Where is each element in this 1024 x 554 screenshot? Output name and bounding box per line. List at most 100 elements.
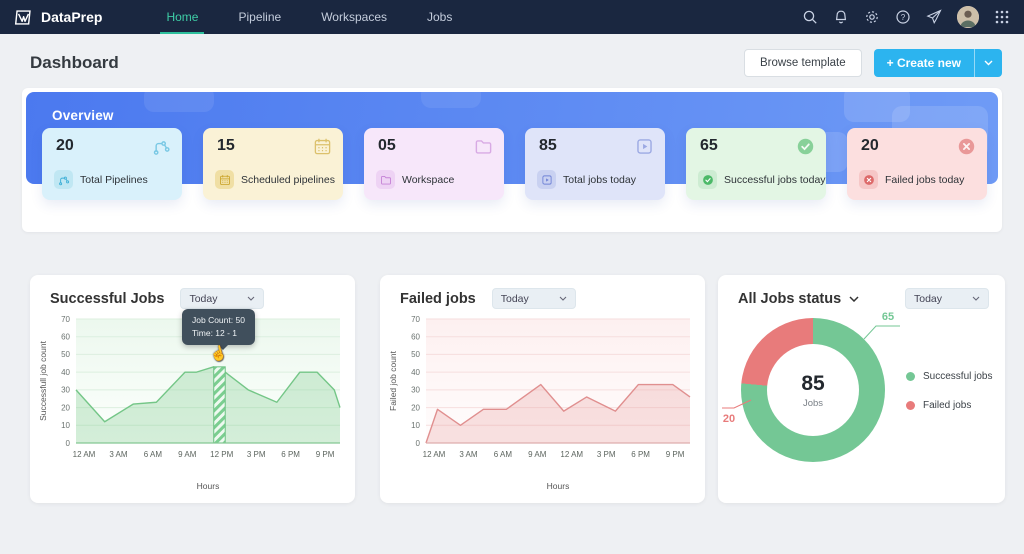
- play-square-icon: [635, 137, 654, 156]
- help-icon[interactable]: ?: [895, 9, 911, 25]
- legend-label: Successful jobs: [923, 371, 993, 382]
- jobs-status-donut-chart[interactable]: 85 Jobs: [741, 318, 885, 462]
- banner-decor-shape: [144, 92, 214, 112]
- svg-text:40: 40: [411, 368, 420, 377]
- legend-label: Failed jobs: [923, 400, 972, 411]
- failed-jobs-chart[interactable]: 0 10 20 30 40 50 60 70 12 AM 3 AM 6 AM 9 AM 12 AM 3 P…: [386, 313, 698, 502]
- successful-jobs-filter-dropdown[interactable]: Today: [180, 288, 265, 309]
- stat-value: 85: [539, 137, 557, 154]
- svg-text:70: 70: [61, 315, 70, 324]
- failed-jobs-header: Failed jobs Today: [380, 275, 705, 309]
- nav-link-jobs[interactable]: Jobs: [427, 10, 453, 24]
- successful-jobs-title: Successful Jobs: [50, 290, 165, 307]
- stat-cards-row: 20 Total Pipelines 15 Scheduled pipelines 05…: [42, 128, 987, 200]
- chart-tooltip: Job Count: 50 Time: 12 - 1: [182, 309, 255, 351]
- legend-dot: [906, 372, 915, 381]
- svg-text:0: 0: [66, 439, 71, 448]
- send-icon[interactable]: [926, 9, 942, 25]
- create-new-button[interactable]: + Create new: [873, 49, 1002, 77]
- svg-text:Hours: Hours: [197, 481, 220, 491]
- stat-card-total-jobs-today: 85 Total jobs today: [525, 128, 665, 200]
- search-icon[interactable]: [802, 9, 818, 25]
- stat-label: Scheduled pipelines: [241, 173, 335, 186]
- svg-text:40: 40: [61, 368, 70, 377]
- chevron-down-icon: [849, 295, 859, 302]
- svg-text:50: 50: [61, 350, 70, 359]
- stat-card-workspace: 05 Workspace: [364, 128, 504, 200]
- all-jobs-status-filter-dropdown[interactable]: Today: [905, 288, 989, 309]
- failed-jobs-filter-dropdown[interactable]: Today: [491, 288, 576, 309]
- calendar-badge-icon: [215, 170, 234, 189]
- svg-text:9 PM: 9 PM: [316, 450, 335, 459]
- folder-badge-icon: [376, 170, 395, 189]
- settings-icon[interactable]: [864, 9, 880, 25]
- stat-footer: Scheduled pipelines: [215, 170, 335, 189]
- overview-title: Overview: [52, 108, 114, 123]
- svg-text:0: 0: [416, 439, 421, 448]
- svg-text:Hours: Hours: [547, 481, 570, 491]
- svg-text:9 AM: 9 AM: [178, 450, 197, 459]
- stat-footer: Failed jobs today: [859, 170, 964, 189]
- svg-text:30: 30: [411, 386, 420, 395]
- chevron-down-icon: [972, 296, 980, 301]
- tooltip-line-2: Time: 12 - 1: [192, 328, 238, 339]
- x-circle-badge-icon: [859, 170, 878, 189]
- svg-text:6 PM: 6 PM: [281, 450, 300, 459]
- stat-footer: Successful jobs today: [698, 170, 826, 189]
- brand-logo[interactable]: DataPrep: [14, 8, 102, 27]
- svg-text:3 AM: 3 AM: [459, 450, 478, 459]
- stat-card-successful-jobs-today: 65 Successful jobs today: [686, 128, 826, 200]
- folder-icon: [474, 137, 493, 156]
- svg-text:?: ?: [901, 13, 906, 22]
- svg-text:30: 30: [61, 386, 70, 395]
- svg-text:Failed job count: Failed job count: [388, 350, 398, 411]
- stat-card-total-pipelines: 20 Total Pipelines: [42, 128, 182, 200]
- create-new-caret[interactable]: [974, 49, 1002, 77]
- banner-decor-shape: [844, 92, 910, 122]
- top-navbar: DataPrep Home Pipeline Workspaces Jobs ?: [0, 0, 1024, 34]
- svg-text:10: 10: [61, 421, 70, 430]
- apps-icon[interactable]: [994, 9, 1010, 25]
- header-actions: Browse template + Create new: [743, 49, 1002, 77]
- svg-text:60: 60: [61, 333, 70, 342]
- svg-text:20: 20: [723, 413, 735, 425]
- svg-text:10: 10: [411, 421, 420, 430]
- legend-successful-jobs[interactable]: Successful jobs: [906, 371, 992, 382]
- nav-links: Home Pipeline Workspaces Jobs: [146, 0, 472, 34]
- successful-jobs-chart[interactable]: 0 10 20 30 40 50 60 70 12 AM 3 AM 6 AM 9 AM 12 PM 3 P…: [36, 313, 348, 502]
- svg-text:70: 70: [411, 315, 420, 324]
- nav-link-home[interactable]: Home: [146, 0, 218, 34]
- pipeline-badge-icon: [54, 170, 73, 189]
- svg-text:60: 60: [411, 333, 420, 342]
- failed-jobs-card: Failed jobs Today 0 10 20 30 40 50 60 70 12 AM 3 …: [380, 275, 705, 503]
- svg-text:3 AM: 3 AM: [109, 450, 128, 459]
- dataprep-logo-icon: [14, 9, 31, 25]
- avatar[interactable]: [957, 6, 979, 28]
- successful-jobs-card: Successful Jobs Today 0 10 20 30 40 50 60 70 12 …: [30, 275, 355, 503]
- svg-text:3 PM: 3 PM: [247, 450, 266, 459]
- banner-decor-shape: [421, 92, 481, 108]
- brand-name: DataPrep: [41, 9, 103, 25]
- stat-value: 15: [217, 137, 235, 154]
- notifications-icon[interactable]: [833, 9, 849, 25]
- all-jobs-status-title-dropdown[interactable]: All Jobs status: [738, 291, 859, 307]
- svg-text:20: 20: [411, 403, 420, 412]
- pipeline-icon: [152, 137, 171, 156]
- stat-card-failed-jobs-today: 20 Failed jobs today: [847, 128, 987, 200]
- nav-link-workspaces[interactable]: Workspaces: [321, 10, 387, 24]
- legend-failed-jobs[interactable]: Failed jobs: [906, 400, 992, 411]
- play-square-badge-icon: [537, 170, 556, 189]
- svg-text:6 AM: 6 AM: [494, 450, 513, 459]
- check-circle-icon: [796, 137, 815, 156]
- svg-text:12 AM: 12 AM: [423, 450, 446, 459]
- stat-footer: Total Pipelines: [54, 170, 148, 189]
- svg-text:9 PM: 9 PM: [666, 450, 685, 459]
- browse-template-button[interactable]: Browse template: [743, 49, 862, 77]
- svg-text:9 AM: 9 AM: [528, 450, 547, 459]
- nav-link-pipeline[interactable]: Pipeline: [238, 10, 282, 24]
- svg-text:Successfull job count: Successfull job count: [38, 340, 48, 420]
- donut-total-value: 85: [801, 371, 825, 395]
- svg-text:12 AM: 12 AM: [560, 450, 583, 459]
- stat-label: Total jobs today: [563, 173, 636, 186]
